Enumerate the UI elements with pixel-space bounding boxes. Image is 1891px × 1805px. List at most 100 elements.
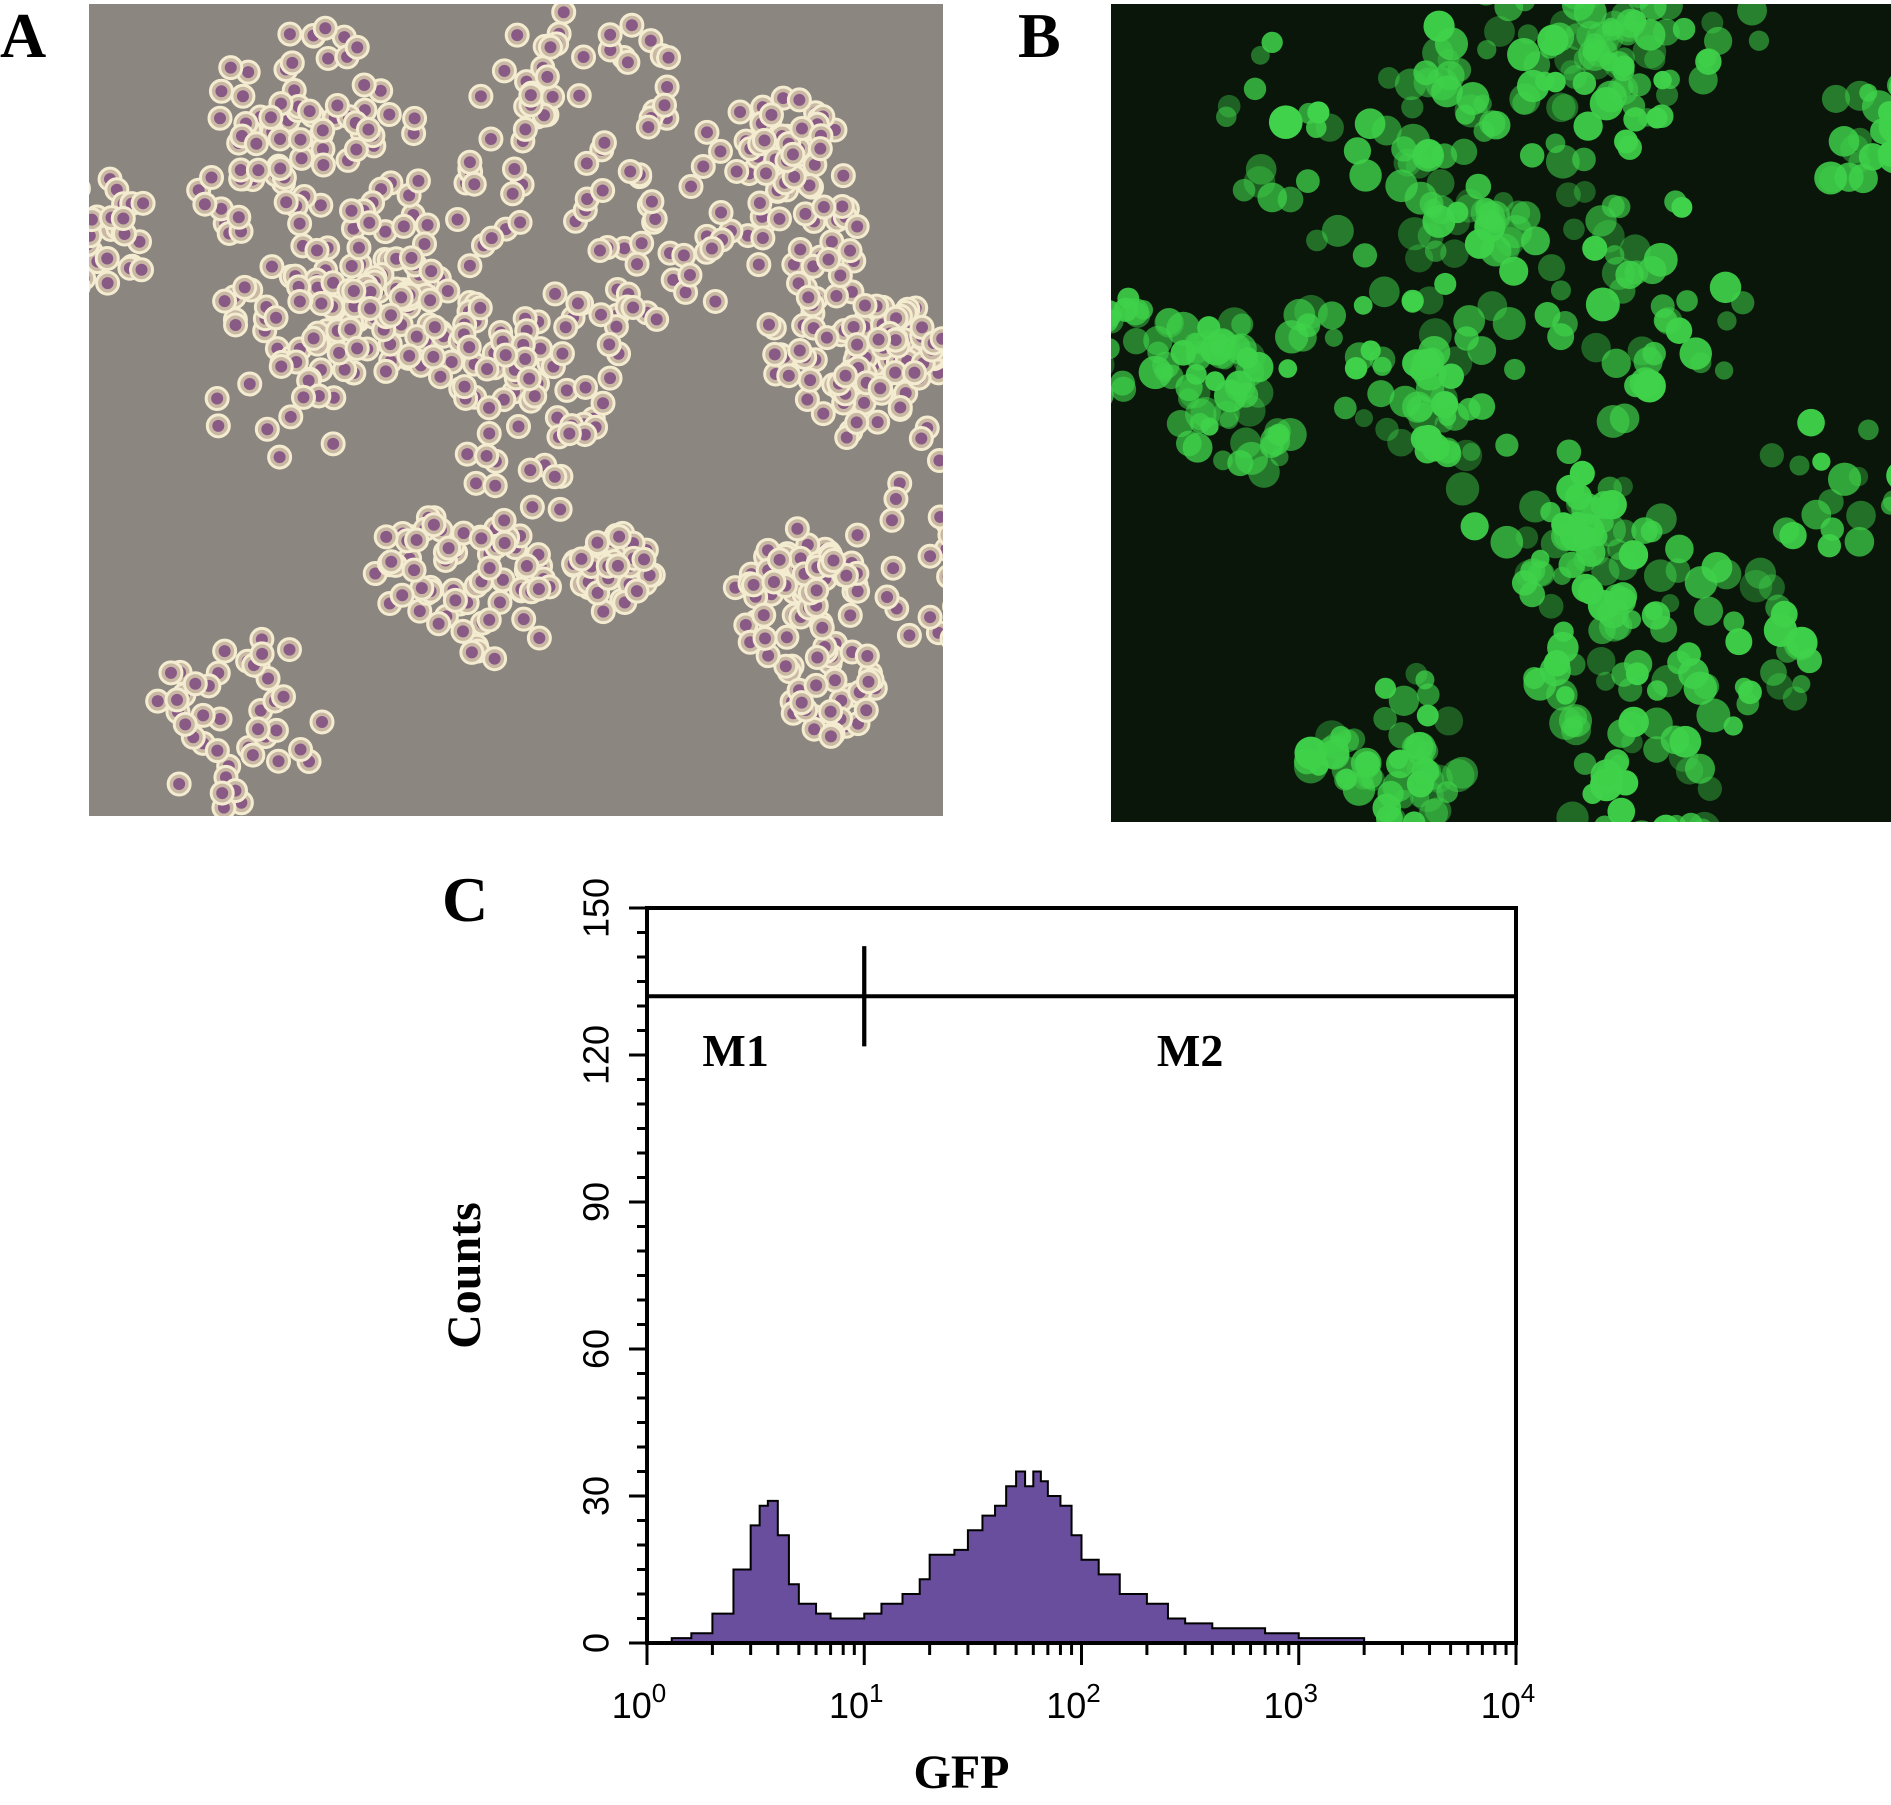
fluorescent-cell — [1877, 140, 1891, 173]
cell — [226, 204, 252, 230]
fluorescent-cell — [1122, 327, 1150, 355]
cell — [874, 584, 900, 610]
cell — [879, 507, 905, 533]
cell — [204, 386, 230, 412]
fluorescent-cell — [1573, 47, 1597, 71]
fluorescent-cell — [1436, 781, 1459, 803]
cell — [644, 306, 670, 332]
cell — [259, 254, 285, 280]
fluorescent-cell — [1416, 704, 1439, 727]
gate-markers: M1 M2 — [645, 946, 1518, 1076]
fluorescent-cell — [1672, 17, 1696, 41]
fluorescent-cell — [1216, 106, 1237, 128]
fluorescent-cell — [1632, 35, 1667, 69]
cell — [158, 660, 184, 686]
cell — [707, 138, 733, 164]
fluorescent-cell — [1322, 733, 1349, 760]
fluorescent-cell — [1684, 753, 1716, 784]
fluorescent-cell — [1601, 17, 1621, 37]
y-tick-label: 60 — [576, 1329, 617, 1369]
fluorescent-cell — [1744, 557, 1777, 589]
fluorescent-cell — [1317, 301, 1347, 330]
fluorescent-cell — [1695, 818, 1711, 822]
cell — [310, 117, 336, 143]
fluorescent-cell — [1665, 558, 1691, 583]
fluorescent-cell — [1455, 104, 1476, 125]
cell — [476, 607, 502, 633]
fluorescent-cell — [1454, 326, 1479, 351]
gate-m1: M1 — [645, 946, 867, 1076]
cell — [804, 577, 830, 603]
cell — [245, 157, 271, 183]
fluorescent-cell — [1676, 290, 1698, 312]
cell — [882, 360, 908, 386]
fluorescent-cell — [1391, 136, 1417, 162]
cell — [866, 327, 892, 353]
cell — [243, 131, 269, 157]
fluorescent-cell — [1306, 229, 1328, 252]
fluorescent-cell — [1388, 685, 1420, 716]
fluorescent-cell — [1669, 725, 1702, 758]
cell — [501, 156, 527, 182]
fluorescent-cell — [1415, 286, 1444, 315]
cell — [512, 116, 538, 142]
fluorescent-cell — [1352, 243, 1378, 268]
x-tick-label: 101 — [829, 1678, 884, 1726]
fluorescent-cell — [1615, 260, 1644, 290]
cell — [887, 394, 913, 420]
fluorescent-cell — [1439, 346, 1473, 379]
cell — [267, 444, 293, 470]
cell — [474, 356, 500, 382]
fluorescent-cell — [1138, 355, 1173, 390]
cell — [752, 127, 778, 153]
fluorescent-cell — [1547, 631, 1579, 664]
cell — [852, 292, 878, 318]
fluorescent-cell — [1585, 205, 1617, 237]
fluorescent-cell — [1434, 272, 1457, 296]
cell — [396, 343, 422, 369]
cell — [482, 473, 508, 499]
cell — [378, 302, 404, 328]
cell — [373, 524, 399, 550]
fluorescent-cell — [1185, 363, 1207, 385]
cell — [751, 602, 777, 628]
fluorescent-cell — [1592, 513, 1626, 547]
x-tick-label: 103 — [1263, 1678, 1318, 1726]
cell — [837, 602, 863, 628]
cell — [279, 50, 305, 76]
fluorescent-cell — [1801, 499, 1832, 530]
cell — [278, 404, 304, 430]
fluorescent-cell — [1415, 670, 1435, 690]
fluorescent-cell — [1288, 323, 1317, 352]
fluorescent-cell — [1434, 706, 1464, 736]
cell — [245, 716, 271, 742]
y-axis: 0 30 60 90 120 150 — [576, 878, 647, 1653]
fluorescent-cell — [1321, 214, 1354, 247]
fluorescent-cell — [1765, 594, 1791, 621]
fluorescent-cell — [1717, 311, 1737, 331]
fluorescent-cell — [1595, 763, 1619, 787]
cell — [457, 149, 483, 175]
cell — [129, 257, 155, 283]
cell — [478, 126, 504, 152]
fluorescent-cell — [1683, 671, 1718, 705]
cell — [212, 638, 238, 664]
cell — [391, 213, 417, 239]
cell — [927, 504, 943, 530]
cell — [837, 238, 863, 264]
cell — [308, 291, 334, 317]
cell — [617, 158, 643, 184]
cell — [208, 78, 234, 104]
cell — [526, 576, 552, 602]
fluorescent-cell — [1538, 254, 1566, 282]
cell — [457, 253, 483, 279]
cell — [212, 288, 238, 314]
fluorescent-cell — [1592, 220, 1625, 253]
fluorescent-cell — [1644, 48, 1666, 71]
cell — [476, 421, 502, 447]
fluorescent-cell — [1886, 464, 1891, 487]
fluorescent-cell — [1409, 788, 1430, 808]
fluorescent-cell — [1354, 409, 1374, 428]
fluorescent-cell — [1628, 4, 1650, 9]
fluorescent-cell — [1560, 60, 1581, 81]
